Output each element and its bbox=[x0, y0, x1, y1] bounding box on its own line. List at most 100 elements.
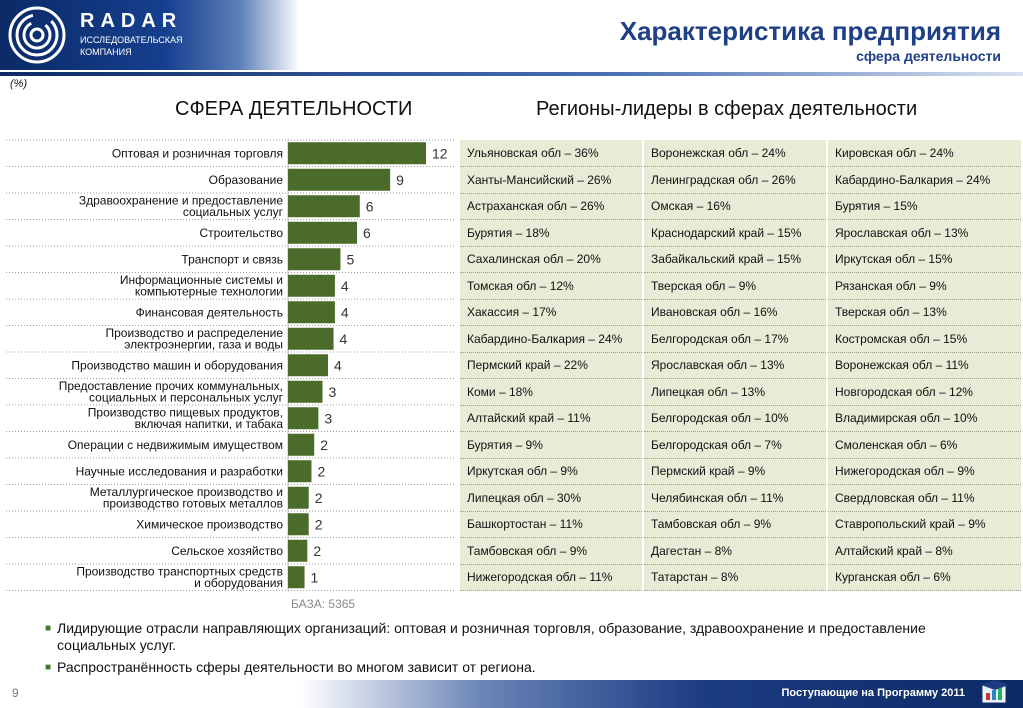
region-cell: Тамбовская обл – 9% bbox=[460, 537, 644, 565]
regions-row: Пермский край – 22% Ярославская обл – 13%… bbox=[460, 352, 1021, 379]
category-label: Оптовая и розничная торговля bbox=[112, 146, 283, 160]
category-label: социальных и персональных услуг bbox=[89, 391, 284, 405]
bar bbox=[288, 301, 335, 324]
region-cell: Курганская обл – 6% bbox=[827, 564, 1021, 591]
header-rule bbox=[0, 72, 1023, 76]
bar bbox=[288, 566, 305, 589]
bar bbox=[288, 486, 309, 509]
bar bbox=[288, 327, 334, 350]
category-label: и оборудования bbox=[194, 576, 283, 590]
region-cell: Белгородская обл – 17% bbox=[643, 325, 828, 353]
region-cell: Краснодарский край – 15% bbox=[643, 219, 828, 247]
region-cell: Алтайский край – 8% bbox=[827, 537, 1021, 565]
region-cell: Белгородская обл – 7% bbox=[643, 431, 828, 459]
regions-row: Башкортостан – 11% Тамбовская обл – 9% Ста… bbox=[460, 511, 1021, 538]
region-cell: Тамбовская обл – 9% bbox=[643, 511, 828, 538]
base-label: БАЗА: 5365 bbox=[291, 597, 356, 611]
category-label: социальных услуг bbox=[183, 205, 284, 219]
bar bbox=[288, 274, 335, 297]
region-cell: Кировская обл – 24% bbox=[827, 140, 1021, 167]
bar-value-label: 3 bbox=[324, 410, 332, 426]
bar bbox=[288, 380, 323, 403]
footer: 9 Поступающие на Программу 2011 bbox=[0, 676, 1023, 708]
region-cell: Свердловская обл – 11% bbox=[827, 484, 1021, 512]
region-cell: Воронежская обл – 24% bbox=[643, 140, 828, 167]
bar-value-label: 2 bbox=[315, 516, 323, 532]
category-label: производство готовых металлов bbox=[103, 497, 283, 511]
footer-program-label: Поступающие на Программу 2011 bbox=[781, 687, 966, 699]
region-cell: Новгородская обл – 12% bbox=[827, 378, 1021, 406]
bar bbox=[288, 354, 329, 377]
logo-wordmark: RADAR bbox=[80, 10, 183, 32]
region-cell: Белгородская обл – 10% bbox=[643, 405, 828, 432]
page-subtitle: сфера деятельности bbox=[856, 48, 1001, 64]
chart-heading: СФЕРА ДЕЯТЕЛЬНОСТИ bbox=[175, 98, 413, 120]
regions-row: Иркутская обл – 9% Пермский край – 9% Ниже… bbox=[460, 458, 1021, 485]
bar-value-label: 9 bbox=[396, 172, 404, 188]
category-label: Операции с недвижимым имуществом bbox=[68, 438, 283, 452]
regions-row: Нижегородская обл – 11% Татарстан – 8% Кур… bbox=[460, 564, 1021, 591]
bar-value-label: 2 bbox=[320, 437, 328, 453]
region-cell: Воронежская обл – 11% bbox=[827, 352, 1021, 379]
bar bbox=[288, 407, 319, 430]
region-cell: Сахалинская обл – 20% bbox=[460, 246, 644, 273]
region-cell: Башкортостан – 11% bbox=[460, 511, 644, 538]
region-cell: Омская – 16% bbox=[643, 193, 828, 220]
page-title: Характеристика предприятия bbox=[619, 16, 1001, 46]
region-cell: Смоленская обл – 6% bbox=[827, 431, 1021, 459]
note-text: Лидирующие отрасли направляющих организа… bbox=[57, 620, 926, 653]
regions-row: Бурятия – 9% Белгородская обл – 7% Смоленс… bbox=[460, 431, 1021, 459]
bar-value-label: 6 bbox=[363, 225, 371, 241]
regions-row: Ханты-Мансийский – 26% Ленинградская обл … bbox=[460, 166, 1021, 194]
regions-row: Кабардино-Балкария – 24% Белгородская обл… bbox=[460, 325, 1021, 353]
regions-row: Сахалинская обл – 20% Забайкальский край … bbox=[460, 246, 1021, 273]
bar-value-label: 3 bbox=[329, 384, 337, 400]
region-cell: Челябинская обл – 11% bbox=[643, 484, 828, 512]
regions-row: Коми – 18% Липецкая обл – 13% Новгородская… bbox=[460, 378, 1021, 406]
region-cell: Хакассия – 17% bbox=[460, 299, 644, 326]
bar-value-label: 2 bbox=[317, 463, 325, 479]
bar-value-label: 4 bbox=[334, 357, 342, 373]
bar bbox=[288, 460, 312, 483]
region-cell: Тверская обл – 13% bbox=[827, 299, 1021, 326]
bar-value-label: 2 bbox=[315, 490, 323, 506]
region-cell: Ярославская обл – 13% bbox=[643, 352, 828, 379]
note-text: Распространённость сферы деятельности во… bbox=[57, 659, 536, 675]
region-cell: Томская обл – 12% bbox=[460, 272, 644, 300]
bar-value-label: 2 bbox=[313, 543, 321, 559]
category-label: Транспорт и связь bbox=[181, 252, 283, 266]
region-cell: Нижегородская обл – 9% bbox=[827, 458, 1021, 485]
regions-row: Липецкая обл – 30% Челябинская обл – 11% С… bbox=[460, 484, 1021, 512]
bar-value-label: 4 bbox=[341, 304, 349, 320]
region-cell: Ивановская обл – 16% bbox=[643, 299, 828, 326]
bar bbox=[288, 513, 309, 536]
region-cell: Костромская обл – 15% bbox=[827, 325, 1021, 353]
region-cell: Ханты-Мансийский – 26% bbox=[460, 166, 644, 194]
region-cell: Ленинградская обл – 26% bbox=[643, 166, 828, 194]
region-cell: Липецкая обл – 13% bbox=[643, 378, 828, 406]
region-cell: Рязанская обл – 9% bbox=[827, 272, 1021, 300]
category-label: Сельское хозяйство bbox=[171, 544, 283, 558]
page-number: 9 bbox=[12, 686, 19, 700]
regions-row: Тамбовская обл – 9% Дагестан – 8% Алтайски… bbox=[460, 537, 1021, 565]
bar-value-label: 12 bbox=[432, 145, 448, 161]
bullet-icon: ■ bbox=[45, 623, 52, 634]
region-cell: Ульяновская обл – 36% bbox=[460, 140, 644, 167]
bar bbox=[288, 195, 360, 218]
regions-row: Алтайский край – 11% Белгородская обл – 1… bbox=[460, 405, 1021, 432]
category-label: Металлургическое производство и bbox=[90, 485, 283, 499]
region-cell: Пермский край – 22% bbox=[460, 352, 644, 379]
logo-subtitle: ИССЛЕДОВАТЕЛЬСКАЯ КОМПАНИЯ bbox=[80, 34, 183, 58]
graduation-icon bbox=[981, 680, 1009, 703]
region-cell: Нижегородская обл – 11% bbox=[460, 564, 644, 591]
category-label: Здравоохранение и предоставление bbox=[79, 194, 283, 208]
region-cell: Иркутская обл – 15% bbox=[827, 246, 1021, 273]
category-label: Образование bbox=[209, 173, 284, 187]
bullet-icon: ■ bbox=[45, 662, 52, 673]
category-label: Финансовая деятельность bbox=[136, 305, 283, 319]
region-cell: Кабардино-Балкария – 24% bbox=[827, 166, 1021, 194]
region-cell: Алтайский край – 11% bbox=[460, 405, 644, 432]
region-cell: Бурятия – 15% bbox=[827, 193, 1021, 220]
bar-value-label: 5 bbox=[346, 251, 354, 267]
